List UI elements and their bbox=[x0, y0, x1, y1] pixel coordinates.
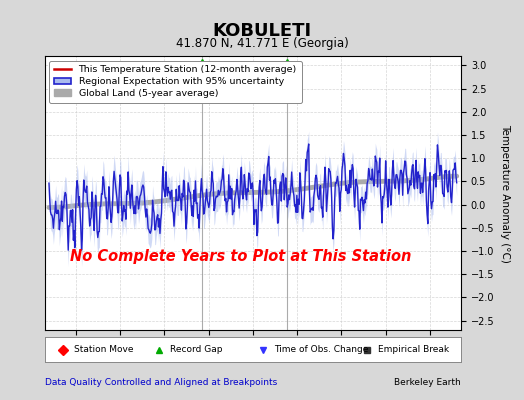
Text: Berkeley Earth: Berkeley Earth bbox=[395, 378, 461, 387]
Text: Record Gap: Record Gap bbox=[170, 345, 222, 354]
Text: Data Quality Controlled and Aligned at Breakpoints: Data Quality Controlled and Aligned at B… bbox=[45, 378, 277, 387]
Legend: This Temperature Station (12-month average), Regional Expectation with 95% uncer: This Temperature Station (12-month avera… bbox=[49, 61, 301, 103]
Text: Time of Obs. Change: Time of Obs. Change bbox=[274, 345, 368, 354]
Text: No Complete Years to Plot at This Station: No Complete Years to Plot at This Statio… bbox=[70, 248, 411, 264]
Text: KOBULETI: KOBULETI bbox=[212, 22, 312, 40]
Text: Empirical Break: Empirical Break bbox=[378, 345, 449, 354]
Y-axis label: Temperature Anomaly (°C): Temperature Anomaly (°C) bbox=[500, 124, 510, 262]
Text: Station Move: Station Move bbox=[74, 345, 133, 354]
Text: 41.870 N, 41.771 E (Georgia): 41.870 N, 41.771 E (Georgia) bbox=[176, 37, 348, 50]
